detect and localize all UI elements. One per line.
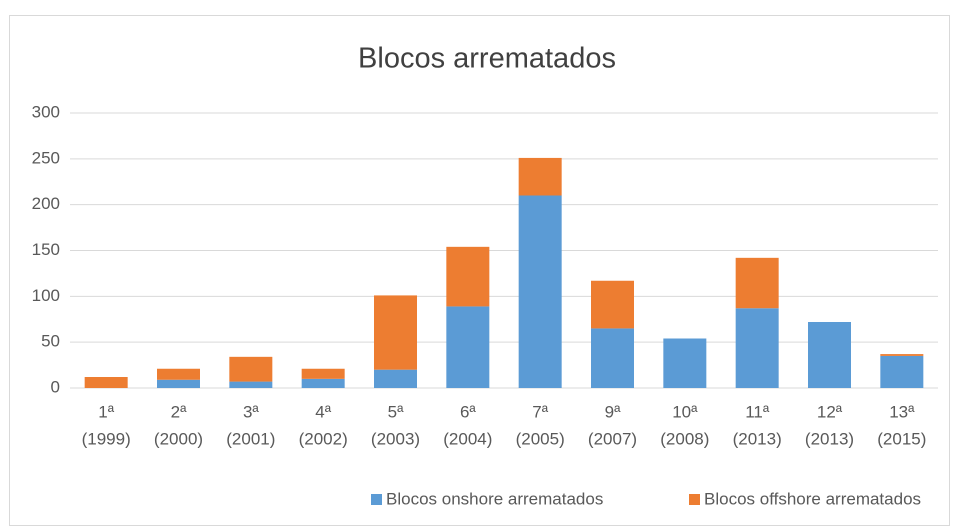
bar-segment — [301, 378, 345, 388]
bar-segment — [446, 306, 490, 388]
legend-label: Blocos onshore arrematados — [386, 489, 603, 508]
y-tick-label: 50 — [41, 332, 60, 351]
bar-segment — [374, 295, 417, 370]
x-tick-label: (2015) — [877, 429, 926, 448]
bar-segment — [808, 322, 851, 388]
bar-segment — [591, 280, 634, 329]
bar-segment — [446, 246, 490, 307]
x-tick-label: (2013) — [733, 429, 782, 448]
x-tick-label: 12ª — [817, 402, 843, 421]
x-tick-label: (1999) — [82, 429, 131, 448]
bar-segment — [663, 338, 707, 388]
legend-label: Blocos offshore arrematados — [704, 489, 921, 508]
x-tick-label: (2005) — [516, 429, 565, 448]
legend-swatch — [689, 494, 700, 505]
chart-title: Blocos arrematados — [358, 43, 616, 75]
x-tick-label: 4ª — [315, 402, 331, 421]
bar-segment — [157, 379, 200, 388]
y-tick-label: 0 — [51, 377, 60, 396]
y-tick-label: 100 — [32, 286, 60, 305]
x-tick-label: (2001) — [226, 429, 275, 448]
bar-segment — [735, 257, 779, 309]
x-tick-label: (2003) — [371, 429, 420, 448]
x-tick-label: (2013) — [805, 429, 854, 448]
bar-segment — [735, 308, 779, 388]
x-tick-label: (2008) — [660, 429, 709, 448]
y-tick-label: 200 — [32, 194, 60, 213]
bar-segment — [518, 195, 562, 388]
bar-segment — [84, 377, 128, 388]
bar-segment — [880, 355, 924, 388]
x-tick-label: 10ª — [672, 402, 698, 421]
x-tick-label: 7ª — [532, 402, 548, 421]
x-tick-label: 2ª — [171, 402, 187, 421]
x-tick-label: 1ª — [98, 402, 114, 421]
bar-segment — [157, 368, 200, 380]
x-tick-label: 3ª — [243, 402, 259, 421]
bar-segment — [880, 354, 924, 356]
bar-segment — [518, 157, 562, 196]
x-tick-label: 6ª — [460, 402, 476, 421]
bar-segment — [229, 356, 273, 382]
x-tick-label: 5ª — [388, 402, 404, 421]
x-tick-label: (2000) — [154, 429, 203, 448]
y-tick-label: 250 — [32, 148, 60, 167]
x-tick-label: (2002) — [299, 429, 348, 448]
y-tick-label: 150 — [32, 240, 60, 259]
bar-segment — [229, 381, 273, 388]
y-tick-label: 300 — [32, 102, 60, 121]
x-tick-label: 9ª — [605, 402, 621, 421]
x-tick-label: (2004) — [443, 429, 492, 448]
bar-segment — [301, 368, 345, 379]
x-tick-label: (2007) — [588, 429, 637, 448]
legend-swatch — [371, 494, 382, 505]
x-tick-label: 11ª — [745, 402, 770, 421]
bar-segment — [591, 328, 634, 388]
x-tick-label: 13ª — [889, 402, 915, 421]
bar-segment — [374, 369, 417, 388]
